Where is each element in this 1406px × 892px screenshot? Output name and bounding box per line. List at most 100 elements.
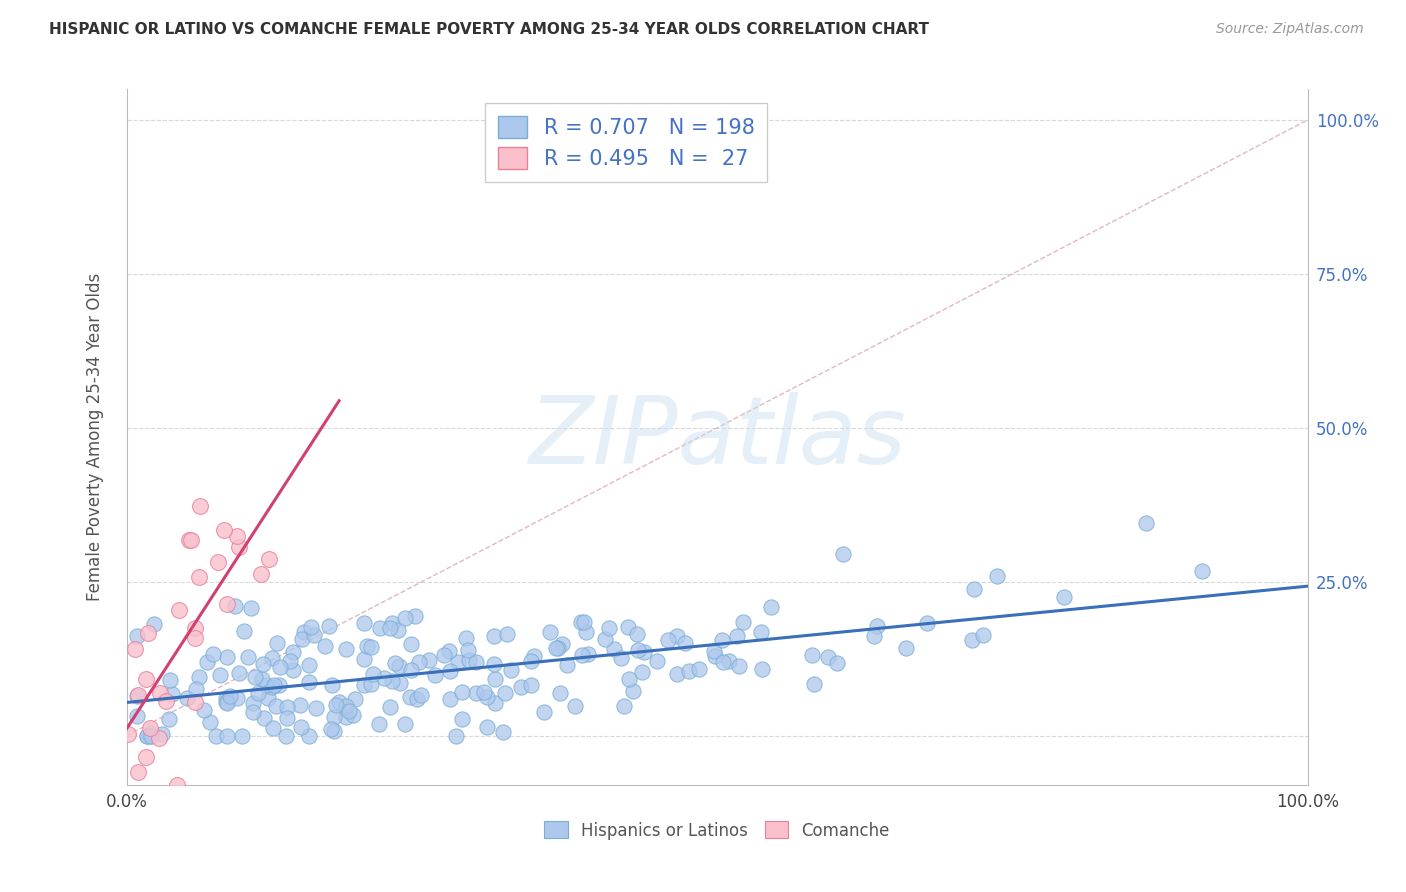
Point [603, 641, 626, 656]
Point [894, 641, 917, 656]
Point [564, 699, 586, 714]
Point [491, 725, 513, 739]
Point [457, 642, 479, 657]
Point [269, 678, 291, 692]
Point [177, 533, 200, 547]
Point [401, 663, 423, 677]
Point [257, 551, 280, 566]
Point [253, 710, 276, 724]
Point [832, 548, 855, 562]
Point [240, 600, 263, 615]
Point [136, 729, 159, 743]
Point [353, 677, 375, 691]
Point [433, 648, 456, 662]
Point [711, 655, 734, 669]
Point [188, 570, 211, 584]
Point [389, 675, 412, 690]
Point [166, 778, 188, 792]
Point [546, 640, 568, 655]
Point [496, 626, 519, 640]
Point [439, 692, 461, 706]
Point [335, 698, 357, 713]
Point [404, 609, 426, 624]
Point [233, 624, 256, 639]
Point [302, 628, 325, 642]
Point [960, 633, 983, 648]
Point [458, 653, 481, 667]
Point [381, 674, 404, 689]
Legend: Hispanics or Latinos, Comanche: Hispanics or Latinos, Comanche [537, 814, 897, 847]
Point [439, 665, 461, 679]
Point [863, 630, 886, 644]
Point [353, 651, 375, 665]
Point [509, 681, 531, 695]
Point [520, 654, 543, 668]
Point [187, 670, 209, 684]
Point [292, 624, 315, 639]
Point [337, 704, 360, 718]
Point [617, 619, 640, 633]
Point [666, 629, 689, 643]
Point [465, 686, 488, 700]
Point [406, 691, 429, 706]
Point [378, 699, 401, 714]
Point [482, 657, 505, 672]
Point [484, 672, 506, 686]
Point [215, 691, 238, 706]
Point [411, 688, 433, 702]
Point [384, 656, 406, 670]
Point [328, 696, 350, 710]
Point [368, 716, 391, 731]
Point [269, 660, 291, 674]
Point [617, 673, 640, 687]
Point [538, 624, 561, 639]
Point [360, 677, 382, 691]
Point [135, 672, 157, 686]
Point [325, 698, 347, 712]
Text: ZIPatlas: ZIPatlas [529, 392, 905, 483]
Point [262, 651, 284, 665]
Point [322, 723, 344, 738]
Point [437, 644, 460, 658]
Point [627, 643, 650, 657]
Point [136, 729, 159, 743]
Point [226, 529, 249, 543]
Point [139, 729, 162, 743]
Point [609, 650, 631, 665]
Point [242, 705, 264, 719]
Point [555, 657, 578, 672]
Point [475, 720, 498, 734]
Point [725, 629, 748, 643]
Point [718, 654, 741, 668]
Point [124, 642, 146, 657]
Point [446, 655, 468, 669]
Point [184, 621, 207, 635]
Point [575, 624, 598, 639]
Point [548, 686, 571, 700]
Point [343, 692, 366, 706]
Point [226, 690, 249, 705]
Point [215, 649, 238, 664]
Point [533, 705, 555, 719]
Point [184, 695, 207, 709]
Point [477, 690, 499, 704]
Point [378, 621, 401, 635]
Point [236, 650, 259, 665]
Point [127, 629, 149, 643]
Point [520, 678, 543, 692]
Point [138, 625, 160, 640]
Point [254, 678, 277, 692]
Point [547, 641, 569, 656]
Point [576, 648, 599, 662]
Point [825, 656, 848, 670]
Point [425, 668, 447, 682]
Point [318, 619, 340, 633]
Point [501, 663, 523, 677]
Point [574, 615, 596, 630]
Point [250, 672, 273, 686]
Point [215, 696, 238, 710]
Point [215, 729, 238, 743]
Text: HISPANIC OR LATINO VS COMANCHE FEMALE POVERTY AMONG 25-34 YEAR OLDS CORRELATION : HISPANIC OR LATINO VS COMANCHE FEMALE PO… [49, 22, 929, 37]
Point [127, 690, 149, 704]
Point [482, 629, 505, 643]
